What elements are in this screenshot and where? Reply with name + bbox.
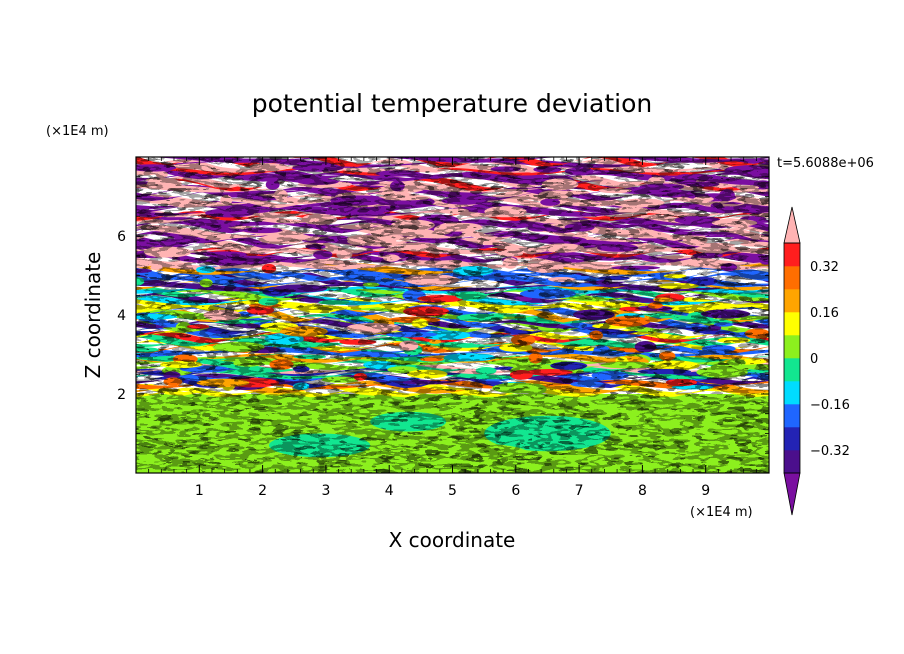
time-label: t=5.6088e+06 — [777, 156, 874, 171]
y-tick-labels: 2 4 6 — [117, 229, 126, 403]
x-tick-label: 9 — [701, 483, 710, 499]
colorbar — [783, 206, 801, 516]
x-unit-label: (×1E4 m) — [690, 505, 753, 520]
colorbar-band — [784, 289, 800, 313]
colorbar-labels: 0.32 0.16 0 −0.16 −0.32 — [810, 260, 850, 459]
colorbar-over-triangle — [783, 206, 801, 244]
x-tick-label: 4 — [385, 483, 394, 499]
colorbar-tick-label: 0.16 — [810, 306, 839, 321]
colorbar-tick-label: −0.32 — [810, 444, 850, 459]
colorbar-band — [784, 266, 800, 290]
colorbar-band — [784, 381, 800, 405]
y-unit-label: (×1E4 m) — [46, 124, 109, 139]
axis-ticks — [136, 157, 769, 473]
x-axis-label: X coordinate — [389, 528, 516, 552]
colorbar-band — [784, 312, 800, 336]
colorbar-tick-label: 0.32 — [810, 260, 839, 275]
x-tick-labels: 1 2 3 4 5 6 7 8 9 — [195, 483, 710, 499]
plot-area — [136, 157, 769, 473]
y-tick-label: 2 — [117, 387, 126, 403]
x-tick-label: 5 — [448, 483, 457, 499]
colorbar-band — [784, 404, 800, 428]
colorbar-band — [784, 427, 800, 451]
colorbar-frame — [783, 242, 801, 474]
x-tick-label: 3 — [321, 483, 330, 499]
y-tick-label: 4 — [117, 308, 126, 324]
x-tick-label: 6 — [511, 483, 520, 499]
colorbar-tick-label: 0 — [810, 352, 818, 367]
colorbar-band — [784, 243, 800, 267]
turbulence-overlay-2 — [136, 157, 769, 473]
x-tick-label: 2 — [258, 483, 267, 499]
x-tick-label: 8 — [638, 483, 647, 499]
chart-title: potential temperature deviation — [252, 89, 652, 118]
x-tick-label: 7 — [575, 483, 584, 499]
colorbar-band — [784, 358, 800, 382]
colorbar-under-triangle — [783, 472, 801, 516]
colorbar-band — [784, 335, 800, 359]
x-tick-label: 1 — [195, 483, 204, 499]
colorbar-tick-label: −0.16 — [810, 398, 850, 413]
y-axis-label: Z coordinate — [81, 252, 105, 379]
y-tick-label: 6 — [117, 229, 126, 245]
colorbar-band — [784, 450, 800, 474]
